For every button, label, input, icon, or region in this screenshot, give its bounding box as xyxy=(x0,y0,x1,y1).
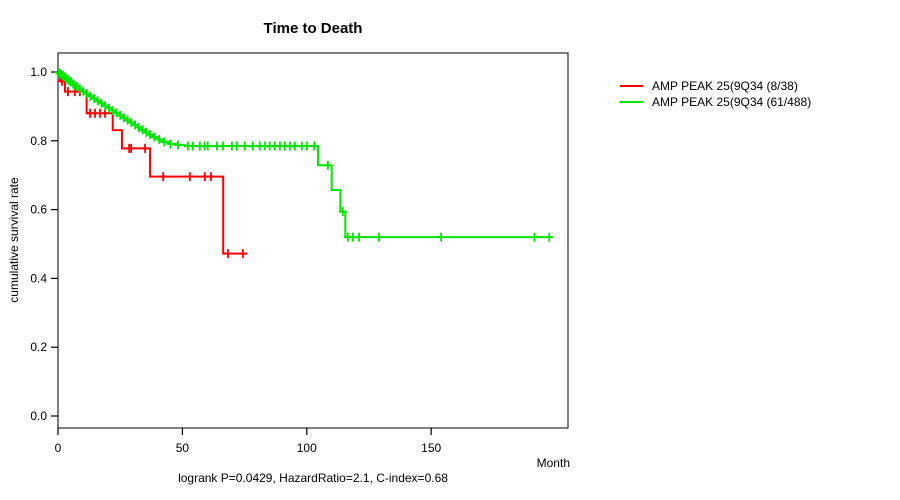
legend-item-red: AMP PEAK 25(9Q34 (8/38) xyxy=(620,78,811,93)
chart-title: Time to Death xyxy=(263,20,363,37)
y-tick-label: 0.4 xyxy=(30,271,47,285)
stats-footnote: logrank P=0.0429, HazardRatio=2.1, C-ind… xyxy=(178,471,448,485)
legend-item-green: AMP PEAK 25(9Q34 (61/488) xyxy=(620,94,812,109)
red-line-swatch xyxy=(620,84,643,87)
x-tick-label: 0 xyxy=(55,441,62,455)
y-tick-label: 0.6 xyxy=(30,203,47,217)
y-tick-label: 1.0 xyxy=(30,65,47,79)
survival-curve-1 xyxy=(58,71,552,239)
survival-curve-0 xyxy=(58,71,248,255)
legend-label-red: AMP PEAK 25(9Q34 (8/38) xyxy=(652,78,798,93)
y-tick-label: 0.2 xyxy=(30,340,47,354)
plot-box xyxy=(57,52,569,429)
x-tick-label: 50 xyxy=(176,441,190,455)
legend: AMP PEAK 25(9Q34 (8/38) AMP PEAK 25(9Q34… xyxy=(620,78,812,109)
green-line-swatch xyxy=(620,100,643,103)
y-tick-label: 0.0 xyxy=(30,409,47,423)
x-tick-label: 100 xyxy=(297,441,317,455)
censor-marks-1 xyxy=(54,68,554,242)
x-axis-title: Month xyxy=(536,456,570,470)
legend-label-green: AMP PEAK 25(9Q34 (61/488) xyxy=(652,94,812,109)
x-tick-label: 150 xyxy=(421,441,441,455)
y-tick-label: 0.8 xyxy=(30,134,47,148)
